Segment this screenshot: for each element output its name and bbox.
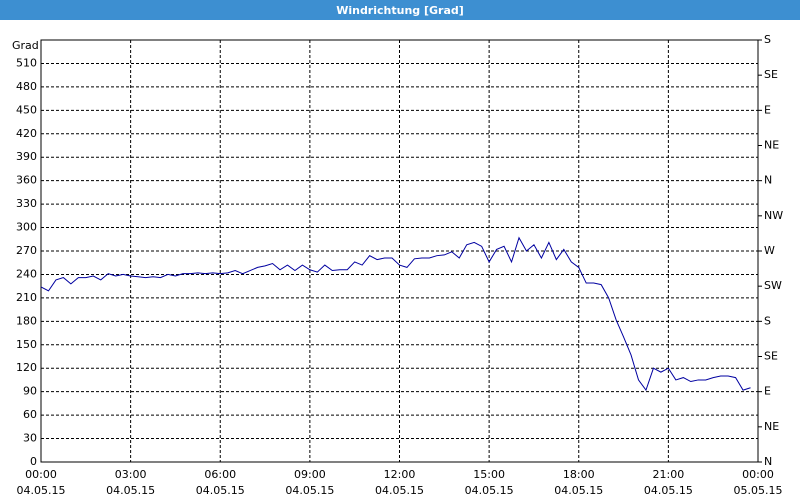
y2-tick-label: E <box>764 103 771 116</box>
y-tick-label: 120 <box>16 361 37 374</box>
y-tick-label: 180 <box>16 314 37 327</box>
x-tick-label: 21:00 <box>653 468 685 481</box>
y-tick-label: 450 <box>16 103 37 116</box>
x-tick-label: 03:00 <box>115 468 147 481</box>
x-tick-label: 12:00 <box>384 468 416 481</box>
y-tick-label: 90 <box>23 385 37 398</box>
y-axis-label: Grad <box>12 39 39 52</box>
y2-tick-label: NW <box>764 209 783 222</box>
x-tick-date: 04.05.15 <box>196 484 245 497</box>
x-tick-date: 04.05.15 <box>554 484 603 497</box>
y2-tick-label: NE <box>764 139 779 152</box>
y2-tick-label: NE <box>764 420 779 433</box>
x-tick-date: 04.05.15 <box>106 484 155 497</box>
x-tick-label: 09:00 <box>294 468 326 481</box>
x-tick-label: 00:00 <box>742 468 774 481</box>
title-bar <box>0 0 800 20</box>
x-tick-label: 00:00 <box>25 468 57 481</box>
y-tick-label: 300 <box>16 221 37 234</box>
data-line <box>40 236 751 392</box>
y-tick-label: 360 <box>16 174 37 187</box>
y-tick-label: 60 <box>23 408 37 421</box>
y-tick-label: 480 <box>16 80 37 93</box>
y2-tick-label: N <box>764 455 772 468</box>
y-tick-label: 270 <box>16 244 37 257</box>
y2-tick-label: E <box>764 385 771 398</box>
y-tick-label: 510 <box>16 56 37 69</box>
x-tick-date: 04.05.15 <box>375 484 424 497</box>
y2-tick-label: SE <box>764 68 778 81</box>
y2-tick-label: S <box>764 33 771 46</box>
y-tick-label: 210 <box>16 291 37 304</box>
y2-tick-label: SE <box>764 350 778 363</box>
y2-tick-label: N <box>764 174 772 187</box>
x-tick-label: 15:00 <box>473 468 505 481</box>
x-tick-date: 05.05.15 <box>734 484 783 497</box>
y2-tick-label: S <box>764 314 771 327</box>
x-tick-date: 04.05.15 <box>465 484 514 497</box>
x-tick-date: 04.05.15 <box>17 484 66 497</box>
y-tick-label: 390 <box>16 150 37 163</box>
chart-title: Windrichtung [Grad] <box>336 4 464 17</box>
x-tick-label: 06:00 <box>204 468 236 481</box>
x-tick-date: 04.05.15 <box>644 484 693 497</box>
y-tick-label: 0 <box>30 455 37 468</box>
x-tick-label: 18:00 <box>563 468 595 481</box>
y-tick-label: 150 <box>16 338 37 351</box>
y-tick-label: 240 <box>16 267 37 280</box>
y-tick-label: 330 <box>16 197 37 210</box>
y2-tick-label: SW <box>764 279 782 292</box>
y2-tick-label: W <box>764 244 775 257</box>
x-tick-date: 04.05.15 <box>285 484 334 497</box>
y-tick-label: 30 <box>23 432 37 445</box>
y-tick-label: 420 <box>16 127 37 140</box>
